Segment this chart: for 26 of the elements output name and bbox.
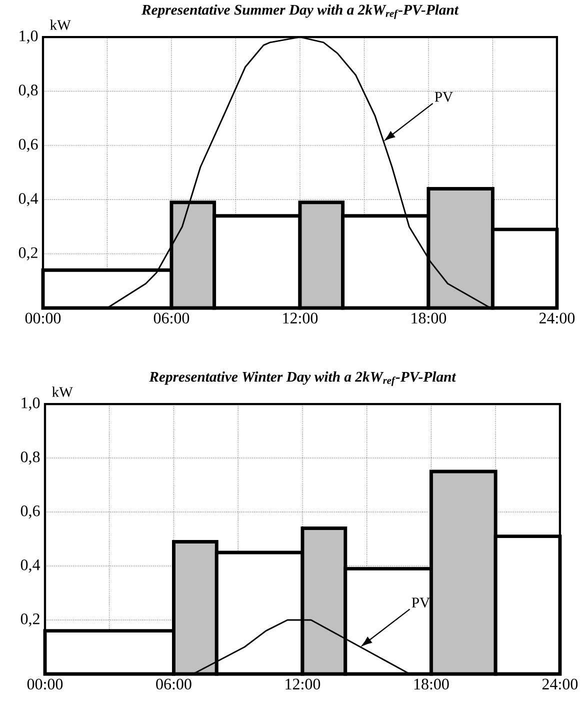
y-tick-label: 0,8 (19, 84, 38, 98)
y-tick-label: 0,4 (21, 559, 40, 573)
y-tick-label: 1,0 (20, 30, 38, 44)
x-tick-label: 12:00 (283, 312, 318, 324)
text: PV (412, 598, 430, 608)
x-tick-label: 24:00 (540, 312, 575, 324)
x-tick-label: 12:00 (286, 678, 320, 690)
x-tick-label: 24:00 (542, 678, 578, 690)
y-tick-label: 0,6 (21, 505, 40, 519)
y-tick-label: 0,2 (19, 247, 38, 260)
chart-title: Representative Winter Day with a 2kW$_{ref}$-PV-Plant (149, 371, 456, 386)
chart-title: Representative Summer Day with a 2kW$_{ref}$-PV-Plant (142, 4, 460, 20)
x-tick-label: 18:00 (414, 678, 450, 690)
y-axis-title: kW (50, 20, 72, 30)
y-tick-label: 0,6 (19, 138, 38, 152)
y-tick-label: 0,8 (21, 451, 40, 465)
y-axis-title: kW (52, 386, 74, 398)
x-tick-label: 18:00 (412, 312, 446, 324)
x-tick-label: 00:00 (26, 312, 61, 324)
y-tick-label: 0,2 (21, 613, 40, 627)
y-tick-label: 1,0 (22, 397, 40, 411)
text: PV (434, 92, 454, 102)
x-tick-label: 06:00 (156, 678, 192, 690)
x-tick-label: 00:00 (28, 678, 63, 690)
x-tick-label: 06:00 (154, 312, 190, 324)
y-tick-label: 0,4 (19, 193, 38, 206)
